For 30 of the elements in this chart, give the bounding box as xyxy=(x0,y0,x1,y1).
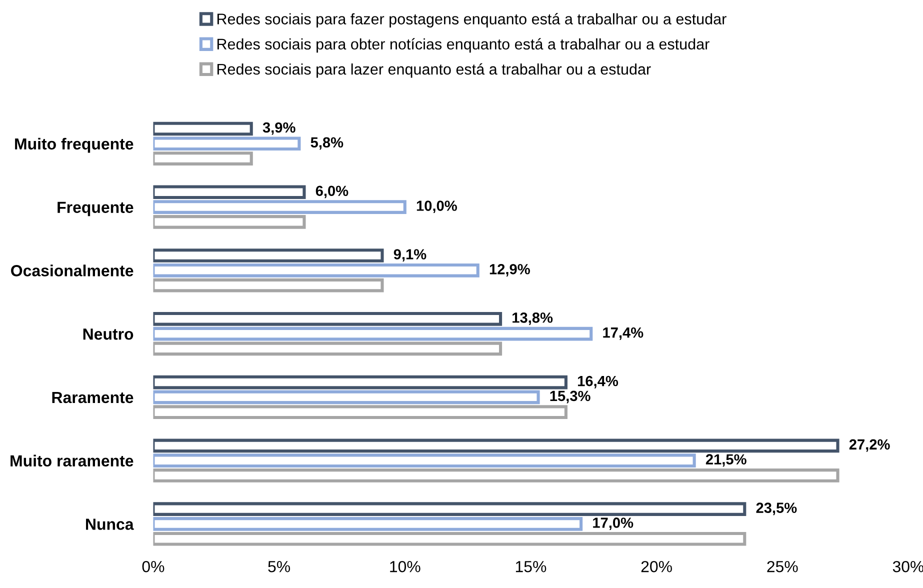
data-label: 17,0% xyxy=(593,518,634,530)
x-tick-label: 20% xyxy=(641,560,672,572)
y-tick-label: Neutro xyxy=(83,328,134,340)
data-label: 21,5% xyxy=(706,454,746,467)
data-label: 6,0% xyxy=(316,186,348,198)
y-tick-label: Raramente xyxy=(52,392,134,404)
y-tick-label: Nunca xyxy=(86,518,134,530)
data-label: 5,8% xyxy=(310,137,344,150)
legend-label: Redes sociais para obter notícias enquanto está a trabalhar ou a estudar xyxy=(217,38,710,53)
data-label: 9,1% xyxy=(394,249,426,262)
x-tick-label: 0% xyxy=(142,560,164,572)
legend-label: Redes sociais para fazer postagens enquanto está a trabalhar ou a estudar xyxy=(217,13,726,28)
y-tick-label: Frequente xyxy=(58,202,134,216)
data-label: 23,5% xyxy=(756,502,797,516)
x-tick-label: 5% xyxy=(268,561,290,572)
x-tick-label: 10% xyxy=(390,560,420,572)
x-tick-label: 25% xyxy=(767,560,798,572)
data-label: 16,4% xyxy=(578,376,618,388)
data-label: 10,0% xyxy=(416,200,457,214)
legend-label: Redes sociais para lazer enquanto está a trabalhar ou a estudar xyxy=(217,63,651,78)
y-tick-label: Muito frequente xyxy=(15,138,134,153)
data-label: 15,3% xyxy=(550,390,590,404)
data-label: 12,9% xyxy=(490,264,530,276)
y-tick-label: Ocasionalmente xyxy=(11,264,134,276)
data-label: 17,4% xyxy=(603,327,644,340)
x-tick-label: 15% xyxy=(516,561,546,572)
data-label: 13,8% xyxy=(512,312,553,325)
y-tick-label: Muito raramente xyxy=(10,454,134,467)
data-label: 27,2% xyxy=(849,439,890,452)
data-label: 3,9% xyxy=(262,122,296,135)
